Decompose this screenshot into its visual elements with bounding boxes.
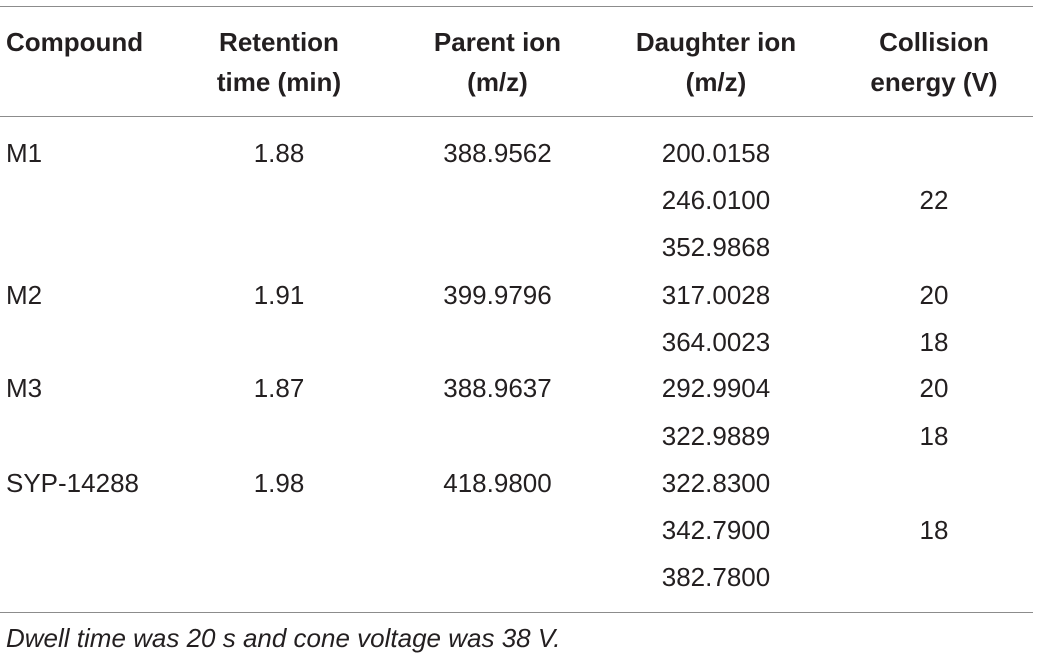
header-daughter-line1: Daughter ion <box>635 27 797 57</box>
cell-collision-energy: 18 <box>919 421 949 451</box>
cell-collision-energy: 20 <box>919 373 949 403</box>
cell-daughter-ion: 342.7900 <box>661 515 771 545</box>
cell-parent-ion: 388.9637 <box>443 373 552 403</box>
header-daughter-ion: Daughter ion (m/z) <box>612 22 820 102</box>
cell-compound: M3 <box>6 373 43 403</box>
cell-daughter-ion: 322.8300 <box>661 468 771 498</box>
header-collision-line1: Collision <box>879 27 989 57</box>
cell-collision-energy: 18 <box>919 515 949 545</box>
header-daughter-line2: (m/z) <box>685 67 747 97</box>
cell-retention: 1.88 <box>253 138 305 168</box>
cell-daughter-ion: 246.0100 <box>661 185 771 215</box>
header-parent-line1: Parent ion <box>433 27 562 57</box>
cell-compound: M2 <box>6 280 43 310</box>
cell-parent-ion: 388.9562 <box>443 138 552 168</box>
cell-collision-energy: 18 <box>919 327 949 357</box>
cell-daughter-ion: 364.0023 <box>661 327 771 357</box>
header-parent-ion: Parent ion (m/z) <box>410 22 585 102</box>
header-retention-line1: Retention <box>219 27 339 57</box>
header-compound-text: Compound <box>6 27 144 57</box>
cell-daughter-ion: 317.0028 <box>661 280 771 310</box>
table-top-rule <box>0 6 1033 7</box>
header-collision-energy: Collision energy (V) <box>850 22 1018 102</box>
cell-retention: 1.98 <box>253 468 305 498</box>
cell-compound: M1 <box>6 138 43 168</box>
cell-daughter-ion: 352.9868 <box>661 232 771 262</box>
header-parent-line2: (m/z) <box>467 67 528 97</box>
table-header-rule <box>0 116 1033 117</box>
cell-retention: 1.87 <box>253 373 305 403</box>
header-retention-line2: time (min) <box>216 67 342 97</box>
cell-collision-energy: 22 <box>919 185 949 215</box>
cell-daughter-ion: 382.7800 <box>661 562 771 592</box>
cell-parent-ion: 399.9796 <box>443 280 552 310</box>
cell-daughter-ion: 322.9889 <box>661 421 771 451</box>
cell-daughter-ion: 200.0158 <box>661 138 771 168</box>
cell-retention: 1.91 <box>253 280 305 310</box>
cell-daughter-ion: 292.9904 <box>661 373 771 403</box>
cell-parent-ion: 418.9800 <box>443 468 552 498</box>
header-compound: Compound <box>6 22 176 62</box>
cell-collision-energy: 20 <box>919 280 949 310</box>
header-collision-line2: energy (V) <box>870 67 998 97</box>
table-footnote: Dwell time was 20 s and cone voltage was… <box>6 623 561 653</box>
header-retention-time: Retention time (min) <box>196 22 362 102</box>
table-bottom-rule <box>0 612 1033 613</box>
cell-compound: SYP-14288 <box>6 468 139 498</box>
